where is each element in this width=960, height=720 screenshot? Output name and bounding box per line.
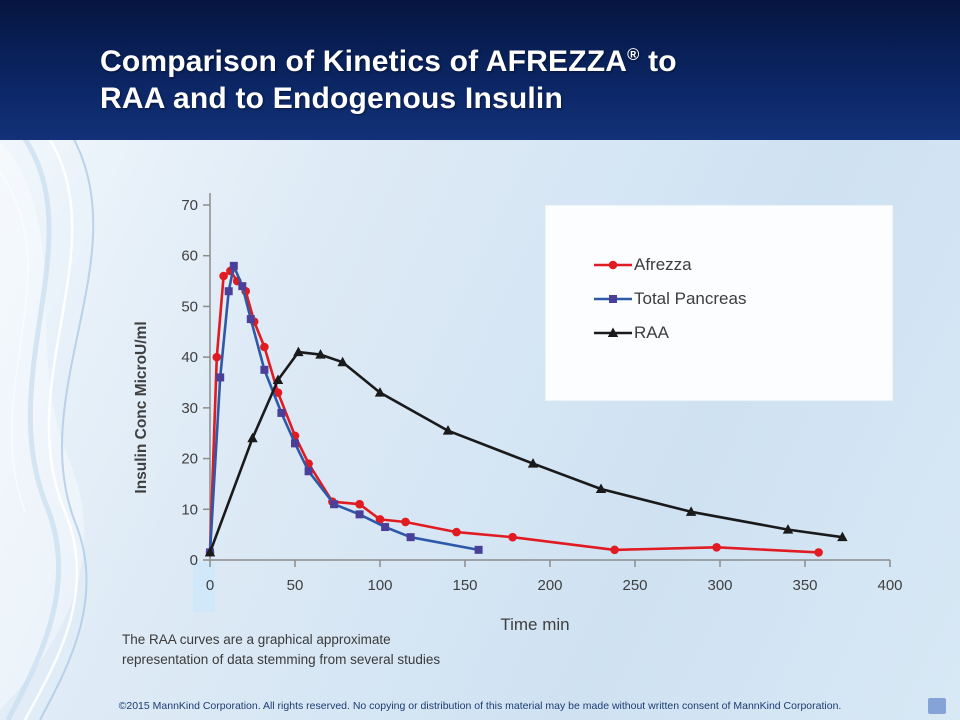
series-total-pancreas (206, 261, 483, 557)
x-tick-label: 150 (452, 577, 477, 594)
slide-title: Comparison of Kinetics of AFREZZA® to RA… (0, 0, 960, 117)
x-tick-label: 0 (206, 577, 214, 594)
x-tick-label: 300 (707, 577, 732, 594)
x-tick-label: 50 (287, 577, 304, 594)
footnote-line1: The RAA curves are a graphical approxima… (122, 632, 391, 647)
legend-marker-icon (594, 295, 632, 303)
chart-legend: Afrezza Total Pancreas RAA (545, 205, 893, 401)
x-tick-label: 250 (622, 577, 647, 594)
x-axis-title: Time min (500, 615, 569, 634)
corner-accent (928, 698, 946, 714)
x-tick-label: 350 (792, 577, 817, 594)
y-tick-label: 20 (181, 451, 198, 468)
legend-label: Afrezza (634, 255, 692, 274)
y-tick-label: 50 (181, 298, 198, 315)
legend-marker-icon (594, 260, 632, 270)
series-raa (204, 346, 848, 557)
highlight-artifact (193, 562, 215, 612)
title-line2: RAA and to Endogenous Insulin (100, 81, 563, 115)
y-axis-title: Insulin Conc MicroU/ml (133, 321, 150, 493)
y-tick-label: 70 (181, 197, 198, 214)
kinetics-chart: 0 10 20 30 40 50 60 70 0 50 100 150 200 250 300 350 400 I… (133, 193, 903, 634)
legend-label: RAA (634, 323, 669, 342)
y-tick-label: 40 (181, 349, 198, 366)
x-tick-label: 200 (537, 577, 562, 594)
y-tick-label: 60 (181, 248, 198, 265)
legend-marker-icon (594, 327, 632, 337)
slide-header: Comparison of Kinetics of AFREZZA® to RA… (0, 0, 960, 140)
legend-item-total-pancreas: Total Pancreas (594, 284, 892, 314)
legend-label: Total Pancreas (634, 289, 747, 308)
footnote-line2: representation of data stemming from sev… (122, 651, 441, 667)
title-line1-suffix: to (639, 45, 677, 78)
y-tick-label: 30 (181, 400, 198, 417)
footnote: The RAA curves are a graphical approxima… (122, 630, 440, 669)
chart-area: 0 10 20 30 40 50 60 70 0 50 100 150 200 250 300 350 400 I… (120, 165, 920, 640)
registered-trademark-symbol: ® (627, 46, 640, 65)
title-line1-prefix: Comparison of Kinetics of AFREZZA (100, 45, 628, 78)
x-tick-label: 400 (877, 577, 902, 594)
y-tick-label: 0 (190, 552, 198, 569)
y-tick-label: 10 (181, 501, 198, 518)
legend-item-raa: RAA (594, 318, 892, 348)
copyright: ©2015 MannKind Corporation. All rights r… (118, 700, 842, 712)
decorative-waves (0, 132, 95, 720)
legend-item-afrezza: Afrezza (594, 250, 892, 280)
x-tick-label: 100 (367, 577, 392, 594)
